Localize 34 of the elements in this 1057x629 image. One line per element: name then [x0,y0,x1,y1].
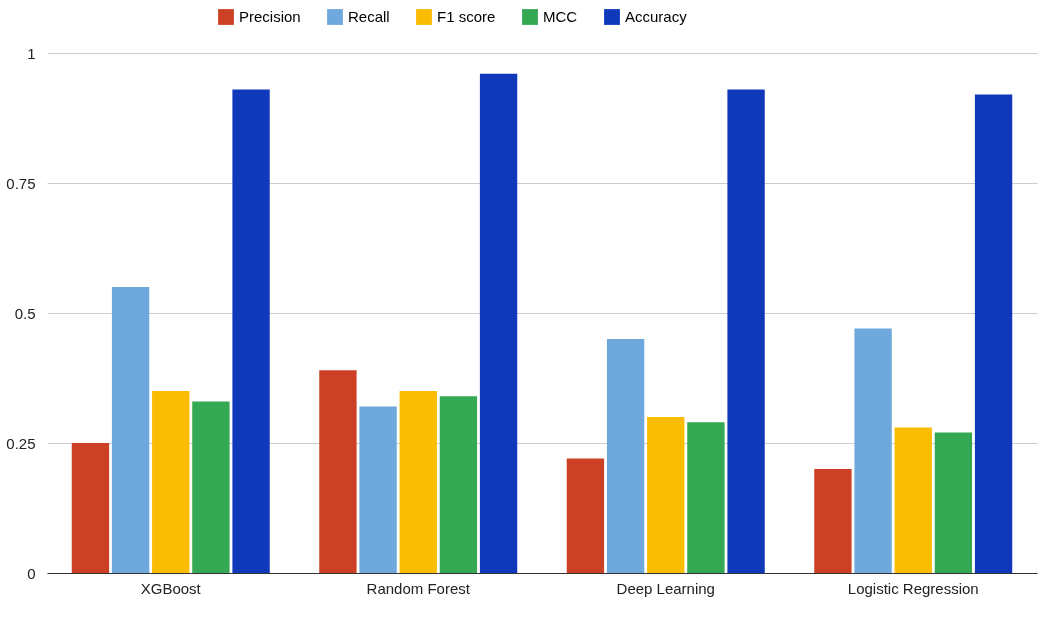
legend-label: F1 score [437,8,496,25]
y-tick-label: 0.25 [6,434,36,452]
x-tick-label: Random Forest [366,579,471,597]
bar [894,427,932,573]
bar [727,89,765,573]
bar [606,339,645,573]
y-tick-label: 0.75 [6,174,36,192]
legend-label: Precision [239,8,301,25]
y-tick-label: 0 [27,564,36,582]
bar [479,73,518,573]
y-tick-label: 0.5 [14,304,36,322]
x-tick-label: XGBoost [140,579,202,597]
bar [687,422,725,573]
bar [854,328,892,573]
bar [359,406,397,573]
bar [934,432,973,573]
legend-label: Recall [348,8,390,25]
bar [439,396,478,573]
bar [319,370,357,573]
bar [111,287,150,573]
x-tick-label: Deep Learning [616,579,715,597]
legend-label: Accuracy [625,8,688,25]
bar [152,391,190,573]
bar [814,469,852,573]
bar [566,458,605,573]
y-tick-label: 1 [27,44,36,62]
bar [399,391,437,573]
bar [71,443,110,573]
bar [192,401,230,573]
legend-label: MCC [543,8,578,25]
bar [232,89,270,573]
bar [647,417,685,573]
bar [974,94,1013,573]
x-tick-label: Logistic Regression [847,579,979,597]
